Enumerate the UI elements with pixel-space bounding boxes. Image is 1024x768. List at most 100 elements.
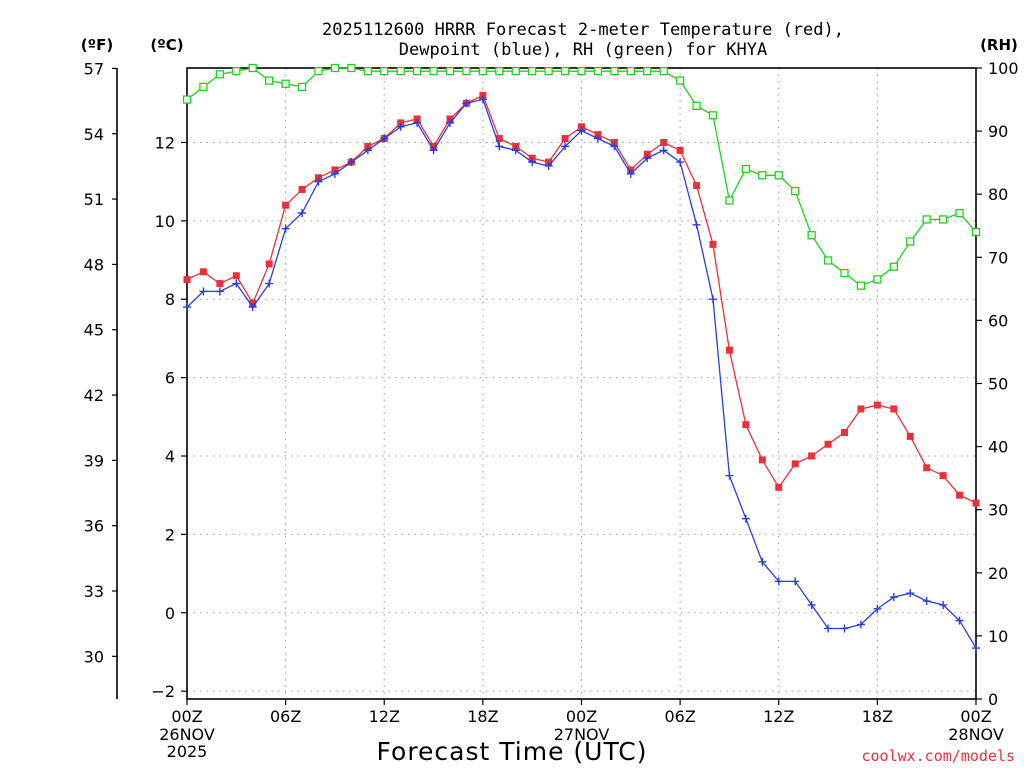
celsius-tick-label: 8 — [165, 290, 175, 309]
dewpoint-point — [248, 303, 257, 312]
rh-point — [692, 101, 701, 111]
celsius-tick-label: 0 — [165, 604, 175, 623]
dewpoint-point — [199, 287, 208, 296]
dewpoint-point — [561, 142, 570, 151]
temperature-point — [841, 428, 848, 436]
dewpoint-point — [314, 177, 323, 186]
date-label: 27NOV — [554, 725, 610, 744]
temperature-point — [183, 276, 191, 284]
fahrenheit-tick-label: 39 — [84, 451, 104, 470]
rh-point — [593, 67, 603, 76]
temperature-point — [808, 452, 816, 460]
x-tick-label: 12Z — [763, 707, 794, 726]
dewpoint-point — [495, 142, 504, 151]
dewpoint-point — [380, 134, 389, 143]
temperature-point — [282, 201, 290, 209]
dewpoint-point — [429, 146, 438, 155]
fahrenheit-tick-label: 45 — [84, 321, 104, 340]
rh-point — [199, 82, 208, 92]
celsius-tick-label: −2 — [151, 682, 175, 701]
dewpoint-point — [758, 557, 767, 566]
temperature-point — [939, 472, 947, 480]
temperature-point — [972, 499, 980, 507]
temperature-point — [857, 405, 865, 413]
rh-point — [445, 67, 455, 76]
rh-point — [741, 164, 751, 174]
dewpoint-point — [676, 158, 685, 167]
temperature-point — [906, 432, 914, 440]
dewpoint-point — [577, 126, 586, 135]
x-tick-label: 00Z — [566, 707, 597, 726]
dewpoint-point — [626, 169, 635, 178]
rh-point — [577, 67, 586, 76]
rh-point — [248, 63, 257, 73]
dewpoint-point — [922, 597, 931, 606]
celsius-tick-label: 10 — [155, 212, 175, 231]
temperature-point — [923, 464, 931, 472]
temperature-point — [232, 272, 240, 280]
dewpoint-point — [741, 514, 750, 523]
rh-point — [478, 67, 488, 76]
temperature-point — [709, 240, 717, 248]
credit-text: coolwx.com/models — [861, 747, 1015, 765]
rh-point — [462, 67, 471, 76]
chart-title-line1: 2025112600 HRRR Forecast 2-meter Tempera… — [322, 20, 844, 40]
rh-tick-label: 100 — [988, 59, 1019, 78]
fahrenheit-tick-label: 36 — [84, 517, 104, 536]
rh-point — [380, 67, 389, 76]
dewpoint-point — [281, 224, 290, 233]
dewpoint-point — [215, 287, 224, 296]
rh-tick-label: 50 — [988, 375, 1008, 394]
temperature-point — [676, 146, 684, 154]
date-label: 28NOV — [948, 725, 1004, 744]
rh-point — [906, 237, 915, 246]
rh-tick-label: 80 — [988, 185, 1008, 204]
dewpoint-point — [906, 589, 915, 598]
dewpoint-point — [478, 95, 487, 104]
fahrenheit-tick-label: 48 — [84, 255, 104, 274]
temperature-point — [775, 483, 783, 491]
dewpoint-point — [330, 169, 339, 178]
dewpoint-point — [791, 577, 800, 586]
rh-point — [281, 79, 290, 88]
dewpoint-point — [643, 154, 652, 163]
dewpoint-point — [824, 624, 833, 633]
x-tick-label: 18Z — [862, 707, 893, 726]
temperature-point — [758, 456, 766, 464]
rh-point — [429, 67, 438, 76]
rh-point — [922, 215, 931, 224]
rh-point — [528, 67, 537, 76]
rh-point — [495, 67, 504, 76]
temperature-point — [824, 440, 832, 448]
rh-tick-label: 70 — [988, 248, 1008, 267]
celsius-tick-label: 12 — [155, 133, 175, 152]
rh-point — [626, 67, 635, 76]
temperature-point — [298, 185, 306, 193]
rh-point — [758, 171, 767, 180]
dewpoint-point — [593, 134, 602, 143]
temperature-point — [561, 135, 569, 143]
temperature-point — [265, 260, 273, 268]
temperature-point — [216, 280, 224, 288]
dewpoint-point — [709, 295, 717, 304]
chart-title-line2: Dewpoint (blue), RH (green) for KHYA — [399, 40, 767, 60]
dewpoint-point — [840, 624, 849, 633]
dewpoint-point — [725, 471, 734, 480]
rh-tick-label: 30 — [988, 501, 1008, 520]
fahrenheit-tick-label: 30 — [84, 647, 104, 666]
dewpoint-point — [972, 644, 980, 653]
dewpoint-point — [807, 600, 816, 609]
dewpoint-point — [856, 620, 865, 629]
rh-point — [215, 70, 225, 79]
rh-tick-label: 20 — [988, 564, 1008, 583]
data-series — [182, 63, 981, 653]
dewpoint-point — [873, 604, 882, 613]
celsius-tick-label: 4 — [165, 447, 175, 466]
dewpoint-point — [939, 600, 948, 609]
fahrenheit-tick-label: 42 — [84, 386, 104, 405]
rh-point — [971, 227, 981, 237]
celsius-tick-label: 2 — [165, 525, 175, 544]
rh-tick-label: 40 — [988, 438, 1008, 457]
rh-point — [807, 231, 816, 240]
